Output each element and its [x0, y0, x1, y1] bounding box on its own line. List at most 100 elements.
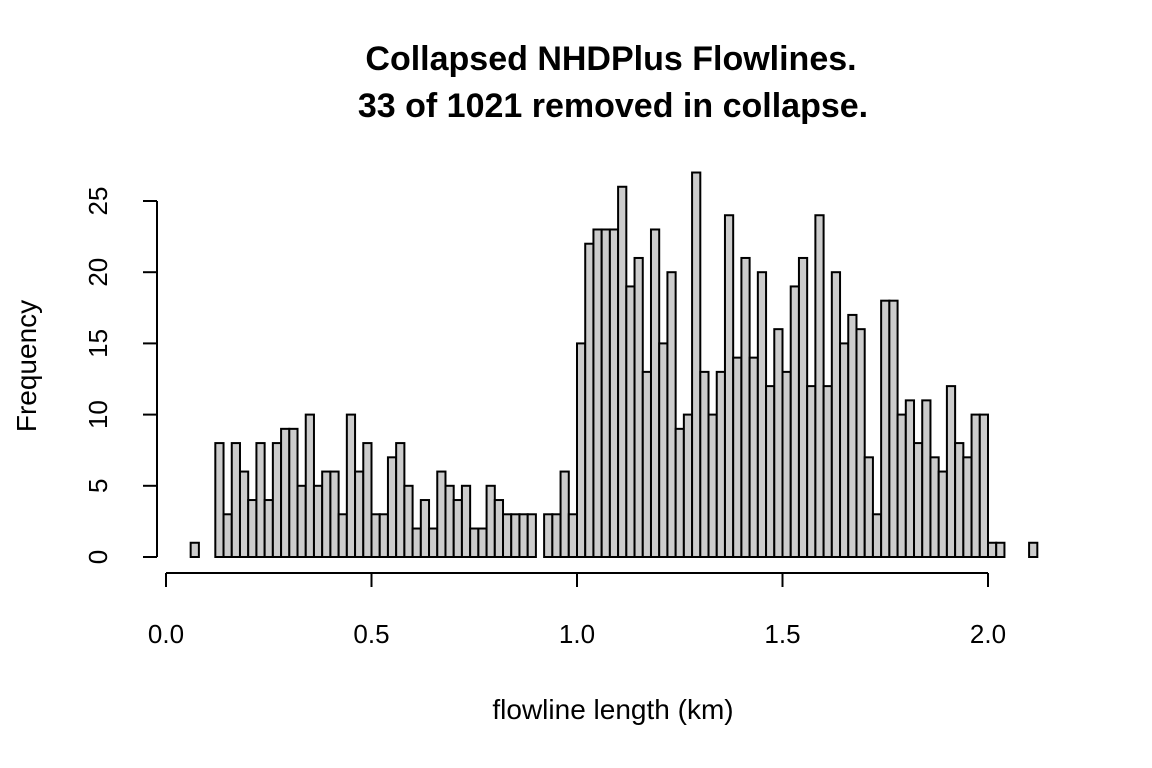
histogram-bar: [230, 442, 241, 558]
histogram-bar: [477, 527, 488, 559]
histogram-bar: [781, 370, 792, 558]
histogram-bar: [345, 413, 357, 558]
histogram-bar: [855, 328, 866, 558]
histogram-bar: [469, 527, 480, 559]
histogram-bar: [970, 413, 981, 558]
histogram-bar: [691, 171, 702, 559]
histogram-bar: [937, 470, 948, 558]
histogram-bar: [255, 442, 266, 558]
histogram-bar: [510, 513, 521, 559]
x-tick-label: 0.5: [353, 619, 389, 649]
histogram-bar: [576, 342, 587, 558]
histogram-bar: [304, 413, 315, 558]
histogram-bar: [608, 228, 620, 558]
histogram-bar: [674, 427, 685, 558]
histogram-bar: [403, 484, 414, 558]
histogram-bar: [600, 228, 611, 558]
histogram-bar: [666, 271, 677, 558]
histogram-bar: [871, 513, 883, 559]
x-axis: 0.0 0.5 1.0 1.5 2.0: [148, 572, 1006, 649]
histogram-bar: [773, 328, 784, 558]
histogram-bar: [888, 299, 899, 558]
histogram-bar: [337, 513, 348, 559]
x-axis-label: flowline length (km): [492, 694, 733, 725]
x-tick-label: 2.0: [970, 619, 1006, 649]
histogram-bar: [485, 484, 496, 558]
histogram-bar: [584, 242, 595, 558]
histogram-bar: [723, 214, 735, 559]
histogram-bar: [1028, 541, 1039, 559]
histogram-bar: [222, 513, 233, 559]
histogram-bar: [995, 541, 1006, 559]
histogram-bar: [543, 513, 554, 559]
histogram-bar: [929, 456, 940, 559]
histogram-bar: [830, 271, 842, 558]
histogram-bar: [756, 271, 768, 558]
histogram-bar: [370, 513, 381, 559]
histogram-bar: [502, 513, 513, 559]
histogram-bar: [682, 413, 694, 558]
histogram-bar: [633, 256, 644, 558]
histogram-bar: [189, 541, 200, 559]
y-tick-label: 5: [83, 479, 113, 493]
histogram-bar: [987, 541, 998, 559]
histogram-bar: [428, 527, 439, 559]
histogram-bar: [847, 313, 858, 559]
histogram-bar: [321, 470, 332, 558]
histogram-bar: [460, 484, 472, 558]
histogram-bar: [395, 442, 406, 558]
histogram-bar: [904, 399, 916, 558]
y-axis-label: Frequency: [11, 300, 42, 432]
histogram-bar: [863, 456, 874, 559]
x-tick-label: 1.0: [559, 619, 595, 649]
histogram-bar: [280, 427, 291, 558]
histogram-bar: [288, 427, 299, 558]
histogram-bar: [592, 228, 603, 558]
histogram-bar: [238, 470, 250, 558]
histogram-bar: [822, 385, 833, 558]
histogram-bar: [362, 442, 373, 558]
histogram-bar: [797, 256, 809, 558]
histogram-bar: [271, 442, 283, 558]
histogram-bar: [354, 470, 365, 558]
y-tick-label: 10: [83, 400, 113, 429]
histogram-bar: [978, 413, 990, 558]
histogram-bar: [526, 513, 537, 559]
histogram-bar: [748, 356, 759, 559]
histogram-bars: [189, 171, 1039, 559]
histogram-bar: [617, 185, 628, 558]
histogram-bar: [649, 228, 661, 558]
histogram-bar: [658, 342, 669, 558]
histogram-bar: [954, 442, 965, 558]
histogram-bar: [436, 470, 447, 558]
histogram-bar: [913, 442, 924, 558]
histogram-bar: [765, 385, 776, 558]
histogram-bar: [732, 356, 743, 559]
histogram-bar: [715, 370, 726, 558]
chart-title: Collapsed NHDPlus Flowlines.: [365, 40, 856, 78]
histogram-bar: [789, 285, 800, 558]
histogram-bar: [378, 513, 389, 559]
histogram-bar: [411, 527, 422, 559]
histogram-bar: [386, 456, 398, 559]
y-tick-label: 25: [83, 187, 113, 216]
histogram-bar: [214, 442, 225, 558]
histogram-bar: [247, 499, 258, 559]
histogram-bar: [263, 499, 274, 559]
histogram-bar: [625, 285, 636, 558]
histogram-bar: [880, 299, 891, 558]
chart-subtitle: 33 of 1021 removed in collapse.: [358, 87, 868, 125]
histogram-bar: [945, 385, 957, 558]
histogram-bar: [518, 513, 529, 559]
histogram-bar: [806, 385, 817, 558]
y-tick-label: 20: [83, 258, 113, 287]
histogram-bar: [559, 470, 570, 558]
histogram-bar: [641, 370, 652, 558]
histogram-bar: [296, 484, 307, 558]
histogram-bar: [896, 413, 907, 558]
y-tick-label: 15: [83, 329, 113, 358]
x-tick-label: 0.0: [148, 619, 184, 649]
histogram-bar: [962, 456, 973, 559]
x-tick-label: 1.5: [764, 619, 800, 649]
